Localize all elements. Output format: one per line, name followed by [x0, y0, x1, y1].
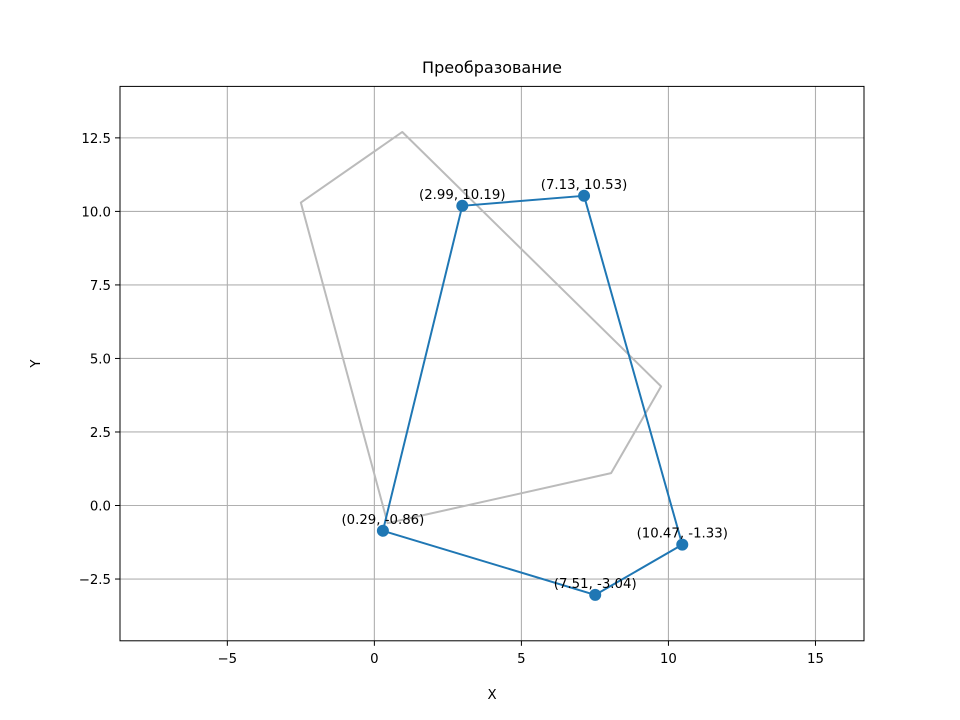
vertex-coordinate-label: (7.13, 10.53) — [541, 178, 628, 193]
x-tick-label: 15 — [807, 652, 824, 667]
transformed-vertex-marker — [456, 199, 469, 212]
transformed-shape-layer — [376, 189, 689, 601]
point-labels-layer: (2.99, 10.19) (7.13, 10.53) (10.47, -1.33)… — [341, 178, 727, 592]
vertex-coordinate-label: (7.51, -3.04) — [554, 577, 637, 592]
grid-layer — [120, 86, 864, 641]
x-tick-label: −5 — [218, 652, 238, 667]
x-tick-label: 0 — [370, 652, 378, 667]
original-shape-layer — [299, 130, 663, 525]
x-tick-label: 5 — [517, 652, 525, 667]
transformed-vertex-marker — [589, 588, 602, 601]
y-tick-label: 10.0 — [81, 205, 111, 220]
y-tick-label: 12.5 — [81, 132, 111, 147]
y-tick-label: 2.5 — [90, 426, 111, 441]
ticks-layer: −5 0 5 10 15 −2.5 0.0 2.5 5.0 7.5 10.0 12.5 — [79, 132, 824, 667]
x-tick-label: 10 — [660, 652, 677, 667]
chart-title: Преобразование — [422, 58, 562, 77]
vertex-coordinate-label: (0.29, -0.86) — [341, 513, 424, 528]
y-tick-label: 0.0 — [90, 500, 111, 515]
transformed-vertex-marker — [578, 189, 591, 202]
plot-area-frame — [119, 85, 865, 642]
x-axis-label: X — [487, 688, 496, 703]
y-axis-label: Y — [29, 359, 44, 369]
transformed-shape-outline — [381, 194, 684, 596]
y-tick-label: 5.0 — [90, 352, 111, 367]
y-tick-label: 7.5 — [90, 279, 111, 294]
vertex-coordinate-label: (10.47, -1.33) — [637, 527, 728, 542]
vertex-coordinate-label: (2.99, 10.19) — [419, 188, 506, 203]
original-shape-outline — [299, 130, 663, 525]
transformed-vertex-marker — [376, 524, 389, 537]
y-tick-label: −2.5 — [79, 573, 111, 588]
transformed-vertex-marker — [676, 538, 689, 551]
